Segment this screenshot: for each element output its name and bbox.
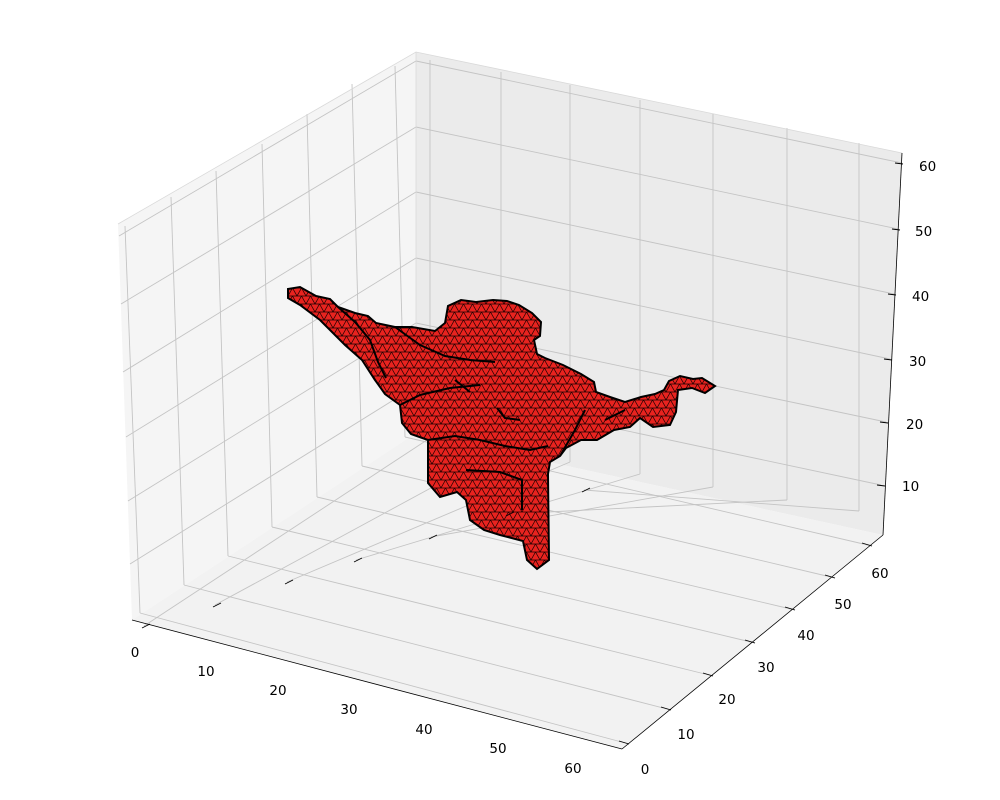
x-tick-mark [353, 557, 363, 563]
grid-line-z [122, 191, 417, 373]
x-axis-line [131, 619, 623, 750]
grid-line-x [430, 486, 714, 538]
z-tick-mark [883, 358, 893, 361]
y-tick-mark [861, 542, 873, 547]
x-tick-mark [212, 602, 222, 608]
z-tick-label: 50 [915, 224, 932, 240]
x-tick-label: 30 [340, 702, 357, 718]
z-tick-mark [876, 484, 886, 487]
x-tick-label: 0 [131, 645, 140, 661]
x-tick-label: 20 [269, 683, 286, 699]
grid-line-y [124, 225, 141, 614]
grid-line-z [125, 257, 417, 438]
floor-pane [132, 433, 883, 749]
grid-line-z [118, 60, 417, 237]
grid-line-y [227, 555, 714, 677]
grid-line-y [183, 584, 672, 711]
grid-line-x [143, 437, 431, 627]
grid-line-y [215, 170, 229, 557]
mesh-folds [337, 306, 626, 510]
y-tick-label: 10 [677, 727, 694, 743]
z-tick-label: 30 [909, 354, 926, 370]
grid-line-y [261, 143, 273, 528]
grid-line-z [415, 257, 891, 360]
grid-line-z [120, 126, 417, 305]
x-tick-mark [505, 511, 515, 517]
grid-line-z [415, 126, 899, 230]
mesh-surface [287, 285, 717, 571]
y-tick-label: 0 [641, 762, 650, 778]
grid-line-y [351, 83, 363, 467]
x-tick-label: 50 [489, 741, 506, 757]
grid-line-y [139, 612, 630, 745]
x-tick-label: 60 [564, 761, 581, 777]
z-tick-label: 60 [919, 159, 936, 175]
x-tick-label: 40 [415, 722, 432, 738]
y-tick-label: 30 [757, 660, 774, 676]
grid-line-x [583, 489, 860, 512]
grid-line-z [415, 191, 895, 295]
z-tick-label: 10 [902, 479, 919, 495]
z-tick-mark [894, 162, 904, 165]
y-tick-label: 20 [718, 692, 735, 708]
grid-line-y [170, 196, 185, 586]
z-tick-mark [891, 228, 901, 231]
grid-line-y [271, 526, 756, 644]
y-tick-mark [702, 672, 714, 677]
grid-line-z [415, 60, 903, 164]
x-tick-label: 10 [197, 664, 214, 680]
x-tick-mark [428, 534, 438, 540]
y-tick-mark [660, 706, 672, 711]
x-tick-mark [581, 487, 591, 493]
z-tick-label: 20 [906, 417, 923, 433]
z-tick-mark [887, 293, 897, 296]
grid-line-y [316, 496, 796, 611]
y-tick-mark [824, 574, 836, 579]
z-tick-label: 40 [912, 289, 929, 305]
y-tick-mark [744, 639, 756, 644]
axes-3d [117, 51, 903, 749]
x-tick-mark [284, 579, 294, 585]
axis-tick-labels: 0 10 20 30 40 50 60 0 10 20 30 40 50 60 … [131, 159, 936, 778]
z-tick-mark [879, 421, 889, 424]
y-tick-mark [784, 606, 796, 611]
y-tick-label: 60 [871, 566, 888, 582]
z-axis-line [882, 152, 903, 536]
surface-mesh [287, 285, 717, 571]
y-tick-label: 50 [834, 597, 851, 613]
tick-marks [131, 152, 904, 750]
grid-line-z [129, 385, 417, 565]
y-tick-mark [618, 740, 630, 745]
x-tick-mark [141, 623, 151, 629]
y-tick-label: 40 [797, 628, 814, 644]
